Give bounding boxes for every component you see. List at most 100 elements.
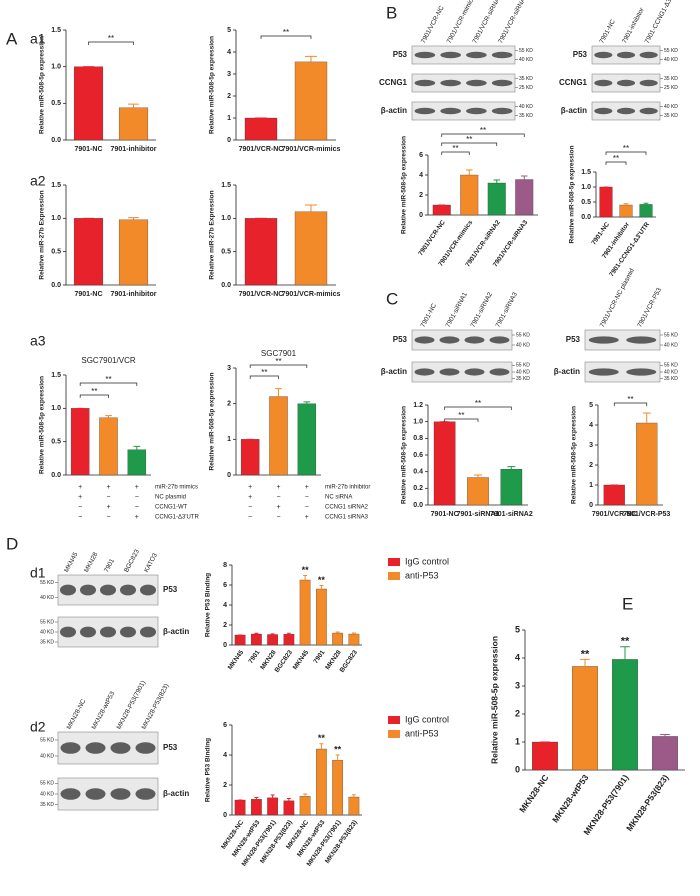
error-bar — [660, 733, 670, 737]
error-bar — [270, 794, 275, 798]
protein-label: CCNG1 — [379, 78, 408, 87]
bar — [269, 396, 288, 476]
y-tick-label: 2 — [223, 622, 227, 629]
blot-band — [464, 368, 485, 376]
marker-label: 40 KD — [664, 369, 678, 375]
panel-label: A — [6, 29, 18, 48]
significance-bracket — [249, 375, 279, 379]
bar — [240, 439, 260, 476]
blot-band — [140, 584, 156, 596]
protein-label: β-actin — [561, 106, 587, 115]
significance-label: ** — [318, 733, 326, 743]
significance-label: ** — [475, 399, 481, 408]
table-sign: − — [276, 514, 280, 521]
marker-label: 35 KD — [664, 113, 678, 119]
lane-label: MKN28 — [83, 551, 100, 574]
significance-label: ** — [581, 648, 590, 660]
panel-label: d2 — [30, 719, 46, 735]
blot-band — [80, 584, 96, 596]
y-tick-label: 1.0 — [581, 184, 591, 191]
marker-label: 55 KD — [40, 737, 54, 743]
lane-label: 7901-CCNG1-Δ3'UTR — [644, 0, 680, 45]
y-axis-label: Relative miR-508-5p expression — [39, 36, 46, 134]
blot-band — [100, 626, 116, 638]
y-tick-label: 0.0 — [413, 502, 423, 509]
blot-band — [616, 51, 636, 59]
y-tick-label: 0.0 — [51, 137, 61, 144]
blot-band — [626, 336, 657, 344]
significance-bracket — [441, 142, 498, 146]
table-sign: − — [78, 514, 82, 521]
marker-label: 25 KD — [519, 85, 533, 91]
protein-label: P53 — [393, 50, 408, 59]
error-bar — [128, 217, 139, 220]
table-sign: + — [248, 484, 252, 491]
blot-band — [135, 742, 156, 754]
blot-band — [135, 788, 156, 800]
lane-label: 7901-siRNA1 — [445, 291, 470, 329]
error-bar — [305, 55, 317, 62]
marker-label: 40 KD — [519, 57, 533, 63]
y-tick-label: 4 — [589, 422, 593, 429]
y-tick-label: 4 — [419, 172, 423, 179]
y-tick-label: 4 — [515, 652, 520, 662]
blot-band — [60, 584, 76, 596]
error-bar — [270, 633, 275, 635]
table-sign: − — [276, 494, 280, 501]
panel-label: a3 — [30, 333, 46, 349]
blot-frame — [411, 329, 513, 351]
x-tick-label: 7901-NC — [74, 146, 102, 153]
error-bar — [254, 632, 259, 634]
marker-label: 40 KD — [516, 369, 530, 375]
x-tick-label: MKN28-P53(823) — [624, 773, 670, 833]
x-tick-label: 7901/VCR-mimics — [282, 291, 341, 298]
y-tick-label: 1.5 — [51, 372, 61, 379]
legend-swatch — [388, 572, 400, 580]
y-tick-label: 1.5 — [581, 169, 591, 176]
bar — [612, 659, 638, 771]
y-tick-label: 4 — [223, 752, 227, 759]
y-tick-label: 0.5 — [221, 249, 231, 256]
blot-band — [60, 788, 81, 800]
y-axis-label: Relative P53 Binding — [205, 738, 212, 802]
significance-label: ** — [613, 154, 619, 163]
y-tick-label: 1.2 — [413, 402, 423, 409]
blot-band — [440, 51, 461, 59]
bar — [294, 211, 328, 286]
table-row-label: NC plasmid — [155, 495, 186, 501]
legend-swatch — [388, 730, 400, 738]
y-tick-label: 6 — [223, 722, 227, 729]
y-tick-label: 1.0 — [221, 215, 231, 222]
panel-label: d1 — [30, 565, 46, 581]
lane-label: 7901/VCR-P53 — [636, 287, 663, 329]
y-tick-label: 1.0 — [51, 405, 61, 412]
table-sign: − — [106, 494, 110, 501]
protein-label: β-actin — [381, 367, 407, 376]
bar — [460, 174, 479, 216]
y-axis-label: Relative miR-508-5p expression — [39, 376, 46, 474]
x-tick-label: 7901 — [247, 649, 261, 665]
blot-band — [594, 51, 613, 59]
x-tick-label: 7901-inhibitor — [111, 291, 157, 298]
y-tick-label: 1 — [227, 115, 231, 122]
x-tick-label: 7901 — [312, 649, 326, 665]
error-bar — [133, 445, 141, 450]
y-tick-label: 0.5 — [51, 100, 61, 107]
blot-band — [616, 107, 636, 115]
error-bar — [303, 401, 311, 404]
bar — [283, 634, 295, 646]
lane-label: MKN28-NC — [66, 698, 88, 731]
y-tick-label: 0 — [227, 472, 231, 479]
blot-band — [594, 107, 613, 115]
error-bar — [303, 575, 308, 580]
blot-band — [440, 107, 461, 115]
error-bar — [128, 103, 139, 108]
marker-label: 35 KD — [516, 376, 530, 382]
bar — [599, 186, 613, 218]
y-tick-label: 0 — [227, 137, 231, 144]
bar — [332, 632, 343, 646]
x-tick-label: 7901/VCR-NC — [592, 511, 637, 518]
legend-swatch — [388, 558, 400, 566]
bar — [603, 484, 625, 506]
